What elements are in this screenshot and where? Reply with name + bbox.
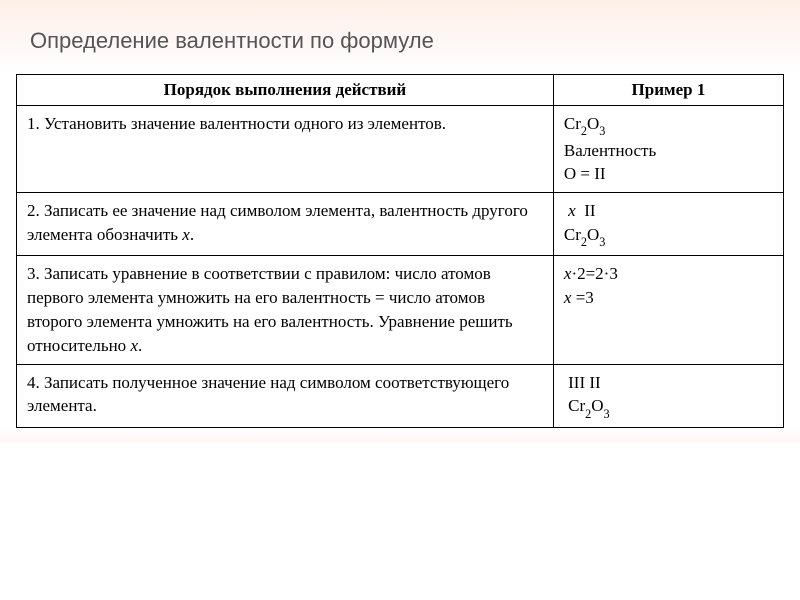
step-cell: 4. Записать полученное значение над симв… <box>17 364 554 427</box>
table-row: 4. Записать полученное значение над симв… <box>17 364 784 427</box>
table-row: 2. Записать ее значение над символом эле… <box>17 193 784 256</box>
table-row: 3. Записать уравнение в соответствии с п… <box>17 256 784 364</box>
example-line: Cr2O3 <box>564 112 773 139</box>
footer-band <box>0 428 800 442</box>
step-cell: 3. Записать уравнение в соответствии с п… <box>17 256 554 364</box>
example-line: x =3 <box>564 286 773 310</box>
valency-table: Порядок выполнения действий Пример 1 1. … <box>16 74 784 428</box>
example-cell: Cr2O3 Валентность O = II <box>553 106 783 193</box>
step-number: 4. <box>27 373 40 392</box>
example-line: x·2=2·3 <box>564 262 773 286</box>
step-number: 1. <box>27 114 40 133</box>
table-row: 1. Установить значение валентности одног… <box>17 106 784 193</box>
example-line: x II <box>564 199 773 223</box>
table-wrapper: Порядок выполнения действий Пример 1 1. … <box>0 74 800 428</box>
col-header-example: Пример 1 <box>553 75 783 106</box>
example-line: O = II <box>564 162 773 186</box>
col-header-steps: Порядок выполнения действий <box>17 75 554 106</box>
example-cell: x II Cr2O3 <box>553 193 783 256</box>
example-line: Cr2O3 <box>564 223 773 250</box>
example-line: Валентность <box>564 139 773 163</box>
step-text: Записать уравнение в соответствии с прав… <box>27 264 513 354</box>
step-text: Установить значение валентности одного и… <box>44 114 446 133</box>
step-text: Записать ее значение над символом элемен… <box>27 201 528 244</box>
step-number: 3. <box>27 264 40 283</box>
header-section: Определение валентности по формуле <box>0 0 800 74</box>
example-cell: III II Cr2O3 <box>553 364 783 427</box>
step-text: Записать полученное значение над символо… <box>27 373 509 416</box>
step-cell: 1. Установить значение валентности одног… <box>17 106 554 193</box>
step-cell: 2. Записать ее значение над символом эле… <box>17 193 554 256</box>
table-header-row: Порядок выполнения действий Пример 1 <box>17 75 784 106</box>
page-title: Определение валентности по формуле <box>30 28 770 54</box>
example-line: Cr2O3 <box>564 394 773 421</box>
example-line: III II <box>564 371 773 395</box>
example-cell: x·2=2·3 x =3 <box>553 256 783 364</box>
step-number: 2. <box>27 201 40 220</box>
